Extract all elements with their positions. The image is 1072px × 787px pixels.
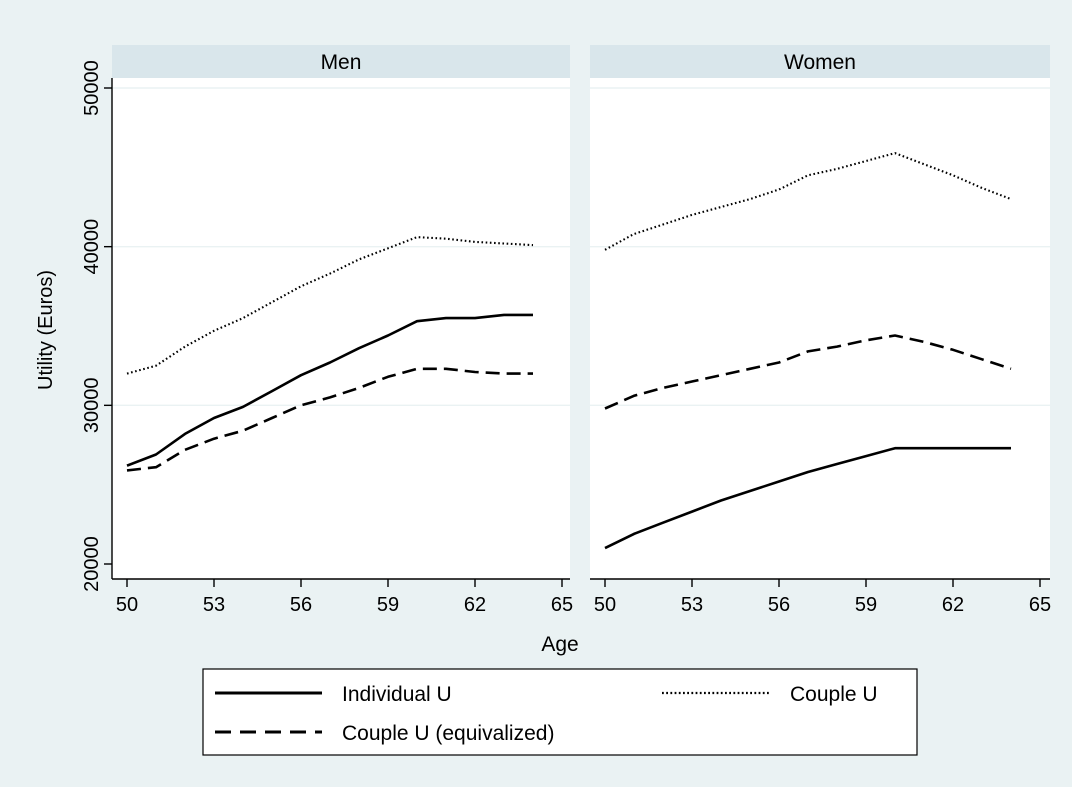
x-tick-label-53: 53 [681,594,703,616]
y-tick-label-30000: 30000 [81,378,103,434]
legend-label-individual-u: Individual U [342,683,452,706]
plot-area-women [590,78,1050,579]
series-line-women-couple-u-equivalized [604,334,1012,410]
x-tick-label-62: 62 [464,594,486,616]
y-tick-label-50000: 50000 [81,60,103,116]
series-line-men-couple-u-equivalized [126,367,533,472]
panel-men: Men 50 53 56 59 62 65 20000 30000 40000 50000 [81,45,573,616]
x-tick-label-56: 56 [768,594,790,616]
panel-title-women: Women [784,51,856,74]
x-tick-label-50: 50 [594,594,616,616]
y-tick-label-40000: 40000 [81,219,103,275]
x-tick-label-56: 56 [290,594,312,616]
x-axis-title: Age [541,633,578,656]
x-tick-label-65: 65 [551,594,573,616]
panel-women: Women 50 53 56 59 62 65 [590,45,1051,616]
panel-title-men: Men [321,51,362,74]
series-line-men-couple-u [126,236,534,375]
panel-header-women [590,45,1050,78]
series-line-women-individual-u [604,446,1011,550]
x-tick-label-53: 53 [203,594,225,616]
y-tick-label-20000: 20000 [81,536,103,592]
x-tick-label-59: 59 [377,594,399,616]
y-axis-title: Utility (Euros) [35,270,57,390]
legend-box [202,668,918,756]
plot-area-men [112,78,570,579]
legend: Individual U Couple U Couple U (equivali… [202,668,918,756]
legend-label-couple-u: Couple U [790,683,878,706]
x-tick-label-62: 62 [942,594,964,616]
x-tick-label-65: 65 [1029,594,1051,616]
x-tick-label-59: 59 [855,594,877,616]
x-tick-label-50: 50 [116,594,138,616]
panels-group: Men 50 53 56 59 62 65 20000 30000 40000 50000 Women… [81,45,1051,616]
series-line-men-individual-u [126,313,533,467]
panel-header-men [112,45,570,78]
legend-label-couple-u-equivalized: Couple U (equivalized) [342,722,554,745]
